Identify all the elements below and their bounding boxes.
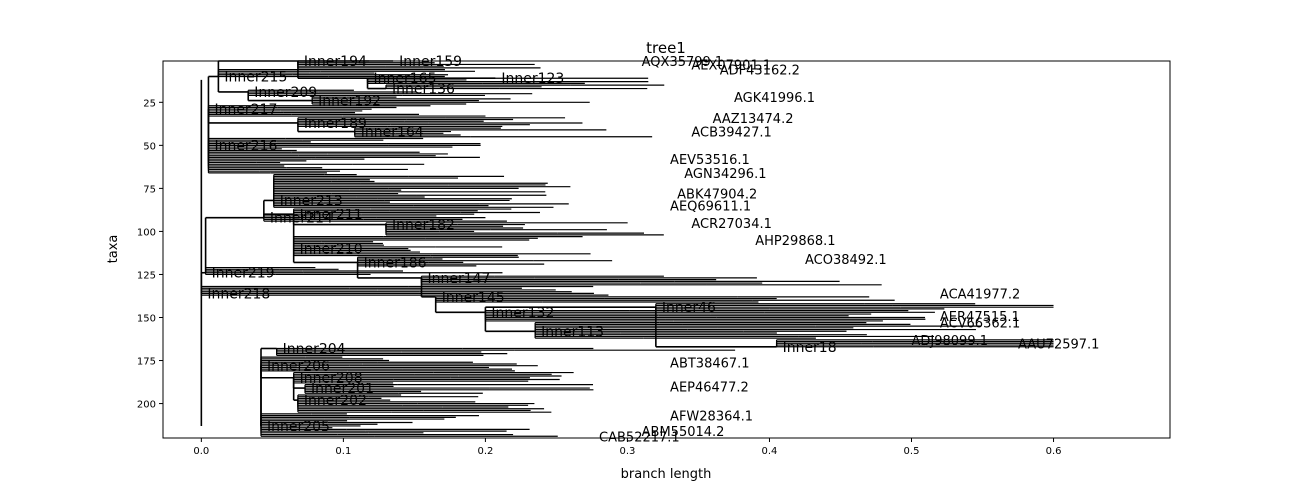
- y-axis-title: taxa: [106, 235, 121, 264]
- y-tick-label: 150: [137, 313, 156, 324]
- y-tick-label: 125: [137, 270, 156, 281]
- leaf-label: ACB39427.1: [691, 126, 771, 141]
- inner-node-label: Inner214: [270, 211, 333, 227]
- inner-node-label: Inner206: [267, 359, 330, 375]
- inner-node-label: Inner204: [283, 341, 346, 357]
- chart-title: tree1: [646, 39, 686, 57]
- leaf-label: ADJ98099.1: [912, 334, 989, 349]
- leaf-label: AER47515.1: [940, 310, 1020, 325]
- y-tick-label: 200: [137, 400, 156, 411]
- inner-node-label: Inner159: [399, 54, 462, 70]
- inner-node-label: Inner217: [214, 102, 277, 118]
- leaf-label: AGN34296.1: [684, 167, 766, 182]
- inner-node-label: Inner202: [304, 393, 367, 409]
- leaf-label: AAU72597.1: [1018, 337, 1099, 352]
- x-axis-title: branch length: [621, 467, 712, 482]
- leaf-label: ACR27034.1: [691, 217, 772, 232]
- inner-node-label: Inner205: [267, 419, 330, 435]
- leaf-label: ACV66362.1: [940, 317, 1020, 332]
- y-tick-label: 100: [137, 227, 156, 238]
- plot-frame: [162, 60, 1171, 439]
- x-tick-label: 0.5: [904, 446, 920, 457]
- inner-node-label: Inner164: [361, 125, 424, 141]
- y-tick-label: 175: [137, 357, 156, 368]
- inner-node-labels: Inner218 Inner219 Inner217 Inner216 Inner215…: [207, 54, 836, 435]
- leaf-label: AHP29868.1: [755, 234, 835, 249]
- inner-node-label: Inner194: [304, 54, 367, 70]
- y-tick-label: 75: [143, 184, 156, 195]
- inner-node-label: Inner201: [311, 381, 374, 397]
- inner-node-label: Inner123: [501, 71, 564, 87]
- leaf-label: AQX35799.1: [642, 55, 724, 70]
- inner-node-label: Inner132: [491, 305, 554, 321]
- inner-node-label: Inner209: [254, 85, 317, 101]
- x-tick-label: 0.1: [335, 446, 351, 457]
- tree-branches: [200, 60, 1054, 437]
- leaf-label: AEX07901.1: [691, 58, 771, 73]
- leaf-label: ABK47904.2: [677, 188, 757, 203]
- inner-node-label: Inner145: [442, 290, 505, 306]
- leaf-label: ADF43162.2: [720, 64, 800, 79]
- leaf-label: ABM55014.2: [642, 425, 725, 440]
- y-axis-ticks: 25 50 75 100 125 150 175 200: [137, 98, 163, 411]
- leaf-label: ACA41977.2: [940, 287, 1020, 302]
- inner-node-label: Inner192: [318, 94, 381, 110]
- inner-node-label: Inner186: [364, 255, 427, 271]
- inner-node-label: Inner113: [541, 324, 604, 340]
- leaf-label: CAB52217.1: [599, 430, 680, 445]
- inner-node-label: Inner189: [304, 116, 367, 132]
- inner-node-label: Inner147: [427, 271, 490, 287]
- leaf-label: ABT38467.1: [670, 356, 750, 371]
- inner-node-label: Inner211: [300, 207, 363, 223]
- leaf-label: AEQ69611.1: [670, 200, 751, 215]
- inner-node-label: Inner218: [207, 286, 270, 302]
- y-tick-label: 50: [143, 141, 156, 152]
- inner-node-label: Inner219: [212, 266, 275, 282]
- leaf-label: AEP46477.2: [670, 380, 749, 395]
- leaf-label: AEV53516.1: [670, 153, 750, 168]
- leaf-label: AAZ13474.2: [713, 112, 794, 127]
- inner-node-label: Inner210: [300, 242, 363, 258]
- x-tick-label: 0.4: [762, 446, 778, 457]
- inner-node-label: Inner165: [374, 71, 437, 87]
- leaf-label: ACO38492.1: [805, 253, 887, 268]
- x-tick-label: 0.2: [477, 446, 493, 457]
- inner-node-label: Inner213: [280, 193, 343, 209]
- inner-node-label: Inner46: [662, 300, 716, 316]
- x-tick-label: 0.0: [193, 446, 209, 457]
- y-tick-label: 25: [143, 98, 156, 109]
- inner-node-label: Inner182: [392, 218, 455, 234]
- leaf-label: AGK41996.1: [734, 91, 815, 106]
- x-tick-label: 0.6: [1046, 446, 1062, 457]
- x-axis-ticks: 0.0 0.1 0.2 0.3 0.4 0.5 0.6: [193, 438, 1061, 457]
- leaf-label: AFW28364.1: [670, 410, 753, 425]
- inner-node-label: Inner136: [392, 82, 455, 98]
- inner-node-label: Inner216: [214, 138, 277, 154]
- inner-node-label: Inner215: [224, 69, 287, 85]
- x-tick-label: 0.3: [619, 446, 635, 457]
- inner-node-label: Inner18: [783, 340, 837, 356]
- inner-node-label: Inner208: [300, 371, 363, 387]
